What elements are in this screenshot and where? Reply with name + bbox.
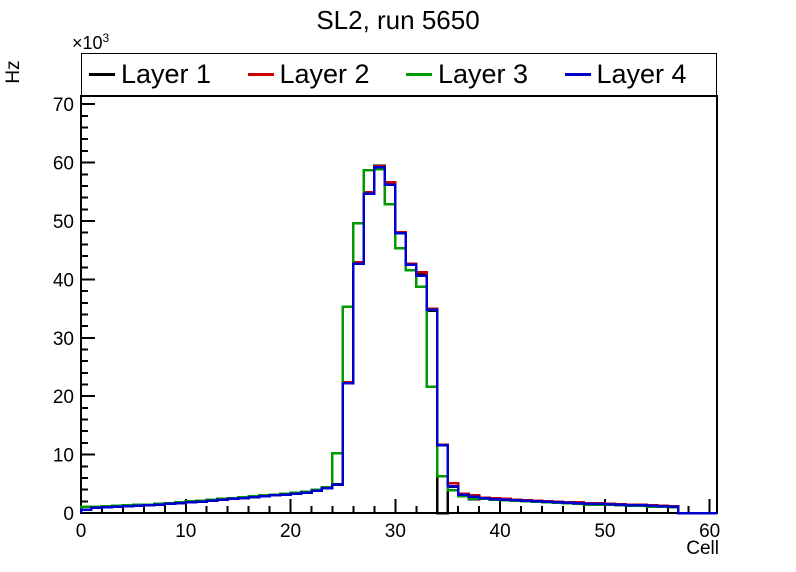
x-tick-label: 50 xyxy=(594,521,615,542)
legend-item-layer-3: Layer 3 xyxy=(399,54,558,95)
series-line-layer-4 xyxy=(79,166,717,515)
series-line-layer-1 xyxy=(79,164,717,515)
x-tick-label: 20 xyxy=(280,521,301,542)
y-tick-label: 70 xyxy=(53,95,74,116)
x-tick-label: 40 xyxy=(490,521,511,542)
plot-frame xyxy=(80,95,718,514)
legend-marker-line-layer-2 xyxy=(247,73,274,76)
legend-box: Layer 1 Layer 2 Layer 3 Layer 4 xyxy=(81,53,717,96)
y-tick-label: 0 xyxy=(63,504,74,525)
legend-item-label: Layer 3 xyxy=(438,59,529,89)
y-tick-label: 20 xyxy=(53,387,74,408)
legend-item-label: Layer 1 xyxy=(121,59,212,89)
x-tick-label: 60 xyxy=(699,521,720,542)
y-tick-label: 40 xyxy=(53,270,74,291)
y-axis-title: Hz xyxy=(3,60,24,84)
series-line-layer-2 xyxy=(79,164,717,515)
legend-item-layer-2: Layer 2 xyxy=(241,54,400,95)
legend-item-label: Layer 4 xyxy=(596,59,687,89)
legend-marker-line-layer-1 xyxy=(89,73,115,76)
y-tick-label: 50 xyxy=(53,212,74,233)
x-tick-label: 10 xyxy=(175,521,196,542)
y-exponent-power: 3 xyxy=(102,31,110,45)
legend-item-layer-4: Layer 4 xyxy=(558,54,717,95)
x-axis-title: Cell xyxy=(686,538,719,559)
y-axis-exponent-label: ×103 xyxy=(72,31,109,54)
y-tick-label: 30 xyxy=(53,329,74,350)
legend-item-label: Layer 2 xyxy=(279,59,370,89)
x-tick-label: 0 xyxy=(76,521,87,542)
legend-marker-line-layer-4 xyxy=(564,73,591,76)
y-tick-label: 10 xyxy=(53,446,74,467)
series-line-layer-3 xyxy=(79,167,717,515)
y-tick-label: 60 xyxy=(53,154,74,175)
legend-marker-line-layer-3 xyxy=(406,73,432,76)
x-tick-label: 30 xyxy=(385,521,406,542)
legend-item-layer-1: Layer 1 xyxy=(82,54,241,95)
chart-title: SL2, run 5650 xyxy=(316,5,480,35)
y-exponent-base: ×10 xyxy=(72,33,103,53)
